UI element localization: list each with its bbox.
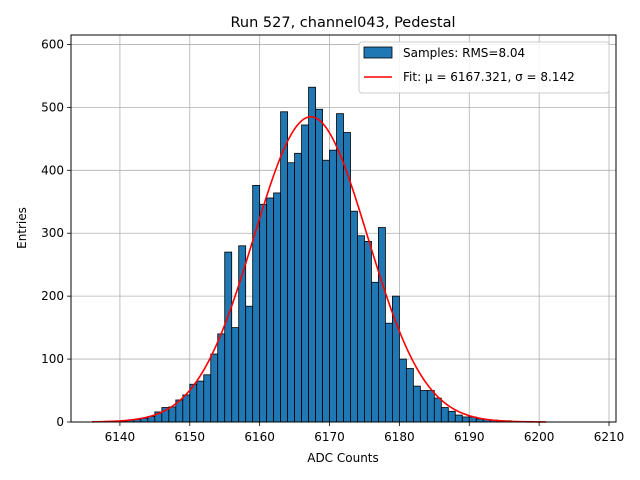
histogram-bar	[440, 407, 449, 423]
chart-title: Run 527, channel043, Pedestal	[230, 15, 455, 31]
histogram-bar	[203, 374, 212, 423]
histogram-bar	[433, 397, 442, 423]
histogram-bar	[217, 333, 226, 423]
histogram-bar	[210, 353, 219, 423]
histogram-bar	[371, 281, 379, 423]
histogram-bar	[364, 240, 372, 423]
x-tick-label: 6180	[384, 430, 415, 444]
legend-swatch-samples	[363, 46, 393, 59]
histogram-bar	[224, 251, 233, 423]
x-axis-label: ADC Counts	[307, 451, 379, 465]
x-tick-label: 6170	[314, 430, 345, 444]
histogram-bar	[245, 305, 254, 423]
histogram-bar	[343, 132, 351, 423]
legend-frame	[358, 41, 610, 94]
histogram-bar	[385, 322, 393, 423]
y-tick-label: 400	[41, 163, 64, 177]
histogram-bar	[308, 86, 316, 423]
histogram-bar	[301, 124, 309, 423]
y-tick-label: 500	[41, 100, 64, 114]
histogram-bar	[196, 380, 205, 423]
histogram-bar	[294, 152, 302, 423]
histogram-bar	[454, 414, 463, 423]
x-tick-label: 6190	[454, 430, 485, 444]
y-tick-label: 100	[41, 352, 64, 366]
histogram-bar	[168, 406, 177, 423]
gaussian-fit-curve	[91, 116, 547, 423]
histogram-bar	[273, 192, 282, 423]
x-tick-label: 6210	[594, 430, 625, 444]
x-tick-label: 6140	[105, 430, 136, 444]
y-axis-ticks: 0 100 200 300 400 500 600	[41, 37, 71, 429]
histogram-bar	[357, 235, 365, 423]
y-tick-label: 300	[41, 226, 64, 240]
x-axis-ticks: 6140 6150 6160 6170 6180 6190 6200 6210	[105, 422, 625, 444]
legend-label-fit: Fit: μ = 6167.321, σ = 8.142	[403, 70, 575, 84]
histogram-bar	[405, 368, 414, 423]
histogram-bar	[398, 358, 407, 423]
y-tick-label: 0	[56, 415, 64, 429]
histogram-bars	[105, 86, 533, 423]
histogram-bar	[447, 410, 456, 423]
histogram-bar	[426, 390, 435, 423]
x-tick-label: 6200	[524, 430, 555, 444]
legend-label-samples: Samples: RMS=8.04	[403, 46, 525, 60]
histogram-bar	[182, 394, 191, 423]
x-tick-label: 6150	[175, 430, 206, 444]
histogram-bar	[350, 210, 358, 423]
histogram-bar	[315, 108, 323, 423]
y-tick-label: 600	[41, 37, 64, 51]
y-axis-label: Entries	[15, 207, 29, 249]
plot-frame	[70, 34, 617, 423]
histogram-bar	[280, 111, 289, 423]
histogram-bar	[378, 227, 386, 423]
histogram-bar	[259, 203, 268, 423]
fit-curve-group	[91, 116, 547, 423]
histogram-bar	[322, 159, 330, 423]
histogram-bar	[266, 197, 275, 423]
y-tick-label: 200	[41, 289, 64, 303]
histogram-bar	[419, 390, 428, 423]
x-tick-label: 6160	[244, 430, 275, 444]
histogram-bar	[231, 327, 240, 423]
histogram-bar	[412, 385, 421, 423]
histogram-bar	[461, 416, 470, 423]
histogram-bar	[329, 149, 337, 423]
legend: Samples: RMS=8.04 Fit: μ = 6167.321, σ =…	[358, 41, 610, 94]
histogram-bar	[287, 162, 295, 423]
